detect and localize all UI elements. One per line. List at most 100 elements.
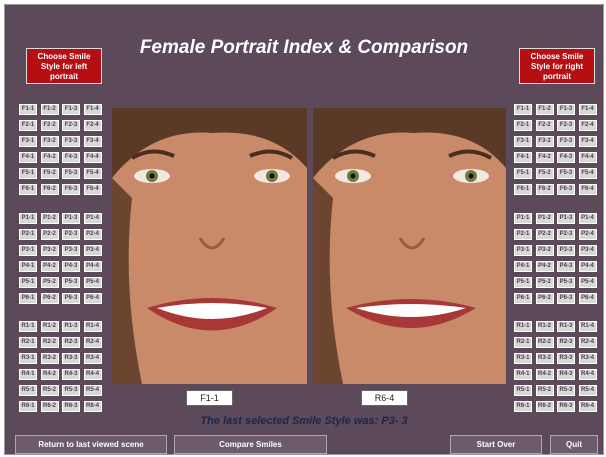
style-button[interactable]: P4-4: [579, 261, 597, 272]
style-button[interactable]: P4-2: [41, 261, 59, 272]
style-button[interactable]: F3-4: [579, 136, 597, 147]
style-button[interactable]: R6-3: [62, 401, 80, 412]
style-button[interactable]: P3-1: [19, 245, 37, 256]
style-button[interactable]: P6-2: [41, 293, 59, 304]
style-button[interactable]: F5-2: [536, 168, 554, 179]
style-button[interactable]: F5-1: [19, 168, 37, 179]
style-button[interactable]: F1-2: [41, 104, 59, 115]
style-button[interactable]: F2-2: [41, 120, 59, 131]
style-button[interactable]: P3-3: [62, 245, 80, 256]
style-button[interactable]: P6-1: [514, 293, 532, 304]
style-button[interactable]: R3-1: [19, 353, 37, 364]
style-button[interactable]: F3-2: [41, 136, 59, 147]
style-button[interactable]: P5-4: [579, 277, 597, 288]
style-button[interactable]: P2-2: [41, 229, 59, 240]
style-button[interactable]: R5-2: [41, 385, 59, 396]
style-button[interactable]: R1-1: [514, 321, 532, 332]
style-button[interactable]: F4-3: [557, 152, 575, 163]
style-button[interactable]: R5-4: [84, 385, 102, 396]
style-button[interactable]: R4-4: [579, 369, 597, 380]
style-button[interactable]: F4-3: [62, 152, 80, 163]
style-button[interactable]: P6-1: [19, 293, 37, 304]
style-button[interactable]: R2-2: [536, 337, 554, 348]
style-button[interactable]: P5-2: [41, 277, 59, 288]
style-button[interactable]: P6-4: [84, 293, 102, 304]
style-button[interactable]: P5-2: [536, 277, 554, 288]
style-button[interactable]: R1-2: [41, 321, 59, 332]
style-button[interactable]: R3-2: [536, 353, 554, 364]
style-button[interactable]: F5-4: [579, 168, 597, 179]
style-button[interactable]: P1-1: [514, 213, 532, 224]
style-button[interactable]: P4-3: [62, 261, 80, 272]
style-button[interactable]: F4-2: [536, 152, 554, 163]
style-button[interactable]: P5-4: [84, 277, 102, 288]
compare-button[interactable]: Compare Smiles: [174, 435, 327, 454]
style-button[interactable]: R6-2: [536, 401, 554, 412]
style-button[interactable]: F2-1: [514, 120, 532, 131]
style-button[interactable]: R5-3: [62, 385, 80, 396]
style-button[interactable]: P3-2: [41, 245, 59, 256]
style-button[interactable]: R6-4: [84, 401, 102, 412]
style-button[interactable]: R1-2: [536, 321, 554, 332]
style-button[interactable]: F1-3: [62, 104, 80, 115]
style-button[interactable]: F5-4: [84, 168, 102, 179]
style-button[interactable]: F2-3: [62, 120, 80, 131]
style-button[interactable]: R4-3: [557, 369, 575, 380]
style-button[interactable]: R2-4: [579, 337, 597, 348]
style-button[interactable]: R4-4: [84, 369, 102, 380]
style-button[interactable]: R1-4: [579, 321, 597, 332]
style-button[interactable]: R4-1: [514, 369, 532, 380]
style-button[interactable]: F4-4: [579, 152, 597, 163]
quit-button[interactable]: Quit: [550, 435, 598, 454]
style-button[interactable]: F2-3: [557, 120, 575, 131]
style-button[interactable]: R4-2: [41, 369, 59, 380]
style-button[interactable]: P5-3: [62, 277, 80, 288]
style-button[interactable]: R5-1: [514, 385, 532, 396]
style-button[interactable]: F6-3: [557, 184, 575, 195]
style-button[interactable]: F3-1: [19, 136, 37, 147]
style-button[interactable]: P2-1: [514, 229, 532, 240]
style-button[interactable]: F3-3: [557, 136, 575, 147]
style-button[interactable]: R1-4: [84, 321, 102, 332]
style-button[interactable]: R6-2: [41, 401, 59, 412]
style-button[interactable]: P4-2: [536, 261, 554, 272]
style-button[interactable]: F6-1: [514, 184, 532, 195]
style-button[interactable]: P3-3: [557, 245, 575, 256]
style-button[interactable]: R1-1: [19, 321, 37, 332]
style-button[interactable]: P4-3: [557, 261, 575, 272]
style-button[interactable]: P1-4: [579, 213, 597, 224]
style-button[interactable]: P6-2: [536, 293, 554, 304]
style-button[interactable]: F6-4: [579, 184, 597, 195]
style-button[interactable]: F2-1: [19, 120, 37, 131]
style-button[interactable]: R6-3: [557, 401, 575, 412]
style-button[interactable]: P5-1: [514, 277, 532, 288]
style-button[interactable]: F4-1: [19, 152, 37, 163]
style-button[interactable]: P1-3: [557, 213, 575, 224]
style-button[interactable]: P4-1: [514, 261, 532, 272]
style-button[interactable]: R2-4: [84, 337, 102, 348]
style-button[interactable]: P3-4: [84, 245, 102, 256]
style-button[interactable]: F2-4: [84, 120, 102, 131]
style-button[interactable]: P2-4: [579, 229, 597, 240]
start-over-button[interactable]: Start Over: [450, 435, 542, 454]
style-button[interactable]: R5-2: [536, 385, 554, 396]
style-button[interactable]: F3-2: [536, 136, 554, 147]
style-button[interactable]: F1-1: [514, 104, 532, 115]
style-button[interactable]: R6-1: [19, 401, 37, 412]
style-button[interactable]: F1-4: [579, 104, 597, 115]
style-button[interactable]: P5-3: [557, 277, 575, 288]
style-button[interactable]: P1-1: [19, 213, 37, 224]
style-button[interactable]: R2-2: [41, 337, 59, 348]
style-button[interactable]: R2-3: [557, 337, 575, 348]
style-button[interactable]: R1-3: [62, 321, 80, 332]
style-button[interactable]: F6-2: [41, 184, 59, 195]
style-button[interactable]: R1-3: [557, 321, 575, 332]
style-button[interactable]: P2-1: [19, 229, 37, 240]
style-button[interactable]: F5-3: [557, 168, 575, 179]
style-button[interactable]: P6-3: [557, 293, 575, 304]
style-button[interactable]: P4-1: [19, 261, 37, 272]
style-button[interactable]: R3-4: [579, 353, 597, 364]
style-button[interactable]: R5-3: [557, 385, 575, 396]
style-button[interactable]: F6-1: [19, 184, 37, 195]
style-button[interactable]: R4-2: [536, 369, 554, 380]
